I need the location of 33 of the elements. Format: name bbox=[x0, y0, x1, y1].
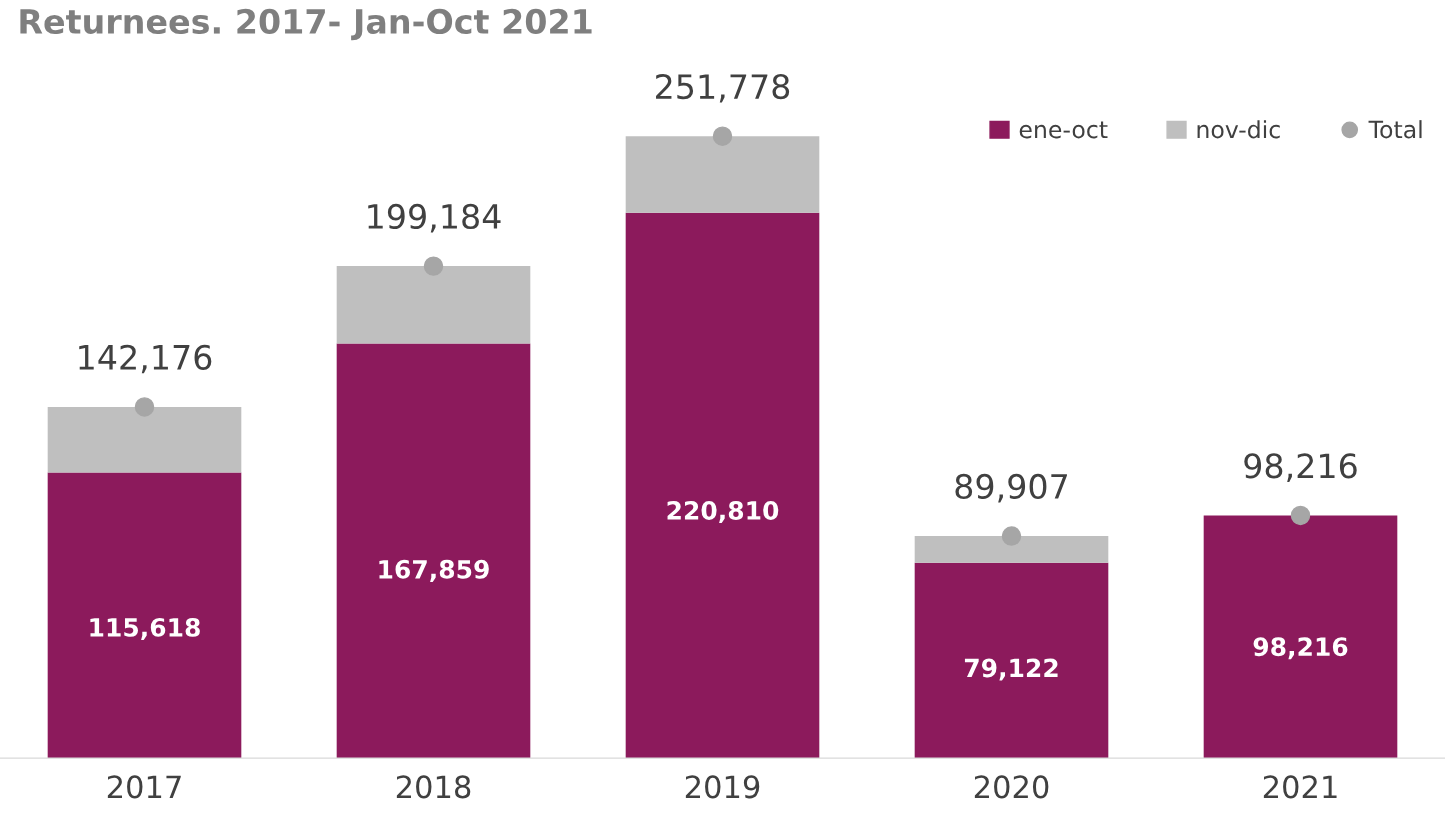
bar bbox=[625, 212, 820, 759]
data-label: 115,618 bbox=[90, 617, 200, 641]
legend-label: ene-oct bbox=[1019, 121, 1108, 139]
data-label: 251,778 bbox=[656, 73, 790, 103]
point bbox=[1001, 526, 1022, 546]
bar bbox=[914, 562, 1109, 759]
legend-label: nov-dic bbox=[1197, 120, 1280, 139]
x-tick-label: 2019 bbox=[685, 775, 760, 799]
data-label: 199,184 bbox=[368, 203, 501, 233]
data-label: 220,810 bbox=[667, 501, 779, 524]
data-label: 142,176 bbox=[79, 344, 212, 374]
x-tick-label: 2018 bbox=[396, 775, 471, 799]
x-tick-label: 2021 bbox=[1263, 775, 1337, 799]
data-label: 89,907 bbox=[955, 473, 1067, 503]
bar bbox=[47, 472, 242, 759]
point bbox=[712, 126, 733, 146]
point bbox=[423, 256, 444, 276]
data-label: 167,859 bbox=[379, 559, 489, 582]
x-tick-label: 2017 bbox=[107, 775, 181, 799]
bar bbox=[336, 343, 531, 759]
x-tick-label: 2020 bbox=[974, 775, 1049, 799]
bar bbox=[336, 266, 531, 344]
text: Returnees. 2017- Jan-Oct 2021 bbox=[20, 8, 592, 41]
legend-label: Total bbox=[1368, 120, 1422, 139]
bar bbox=[914, 536, 1109, 563]
point bbox=[134, 397, 155, 417]
data-label: 79,122 bbox=[964, 658, 1058, 681]
bar bbox=[625, 136, 820, 213]
bar bbox=[1203, 515, 1398, 759]
data-label: 98,216 bbox=[1244, 453, 1357, 482]
data-label: 98,216 bbox=[1253, 637, 1348, 660]
bar bbox=[47, 406, 242, 473]
point bbox=[1290, 505, 1311, 526]
